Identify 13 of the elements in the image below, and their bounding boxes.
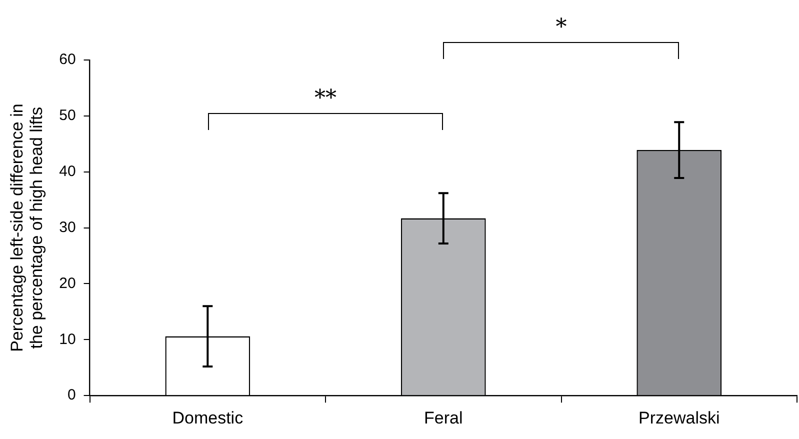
y-axis-title: Percentage left-side difference in the percentage of high head lifts: [7, 104, 46, 352]
y-tick-label: 0: [67, 386, 76, 404]
y-tick-label: 50: [59, 107, 76, 124]
text: *: [554, 15, 568, 40]
annotation: **: [314, 86, 338, 112]
x-tick-label: Feral: [424, 408, 463, 428]
y-tick-label: 20: [59, 274, 76, 292]
x-tick-label: Domestic: [172, 408, 244, 428]
y-tick-label: 60: [59, 51, 76, 68]
y-tick-label: 30: [59, 218, 76, 236]
x-tick-label: Przewalski: [638, 408, 720, 428]
y-tick-label: 40: [59, 163, 76, 180]
y-tick-label: 10: [59, 330, 76, 348]
